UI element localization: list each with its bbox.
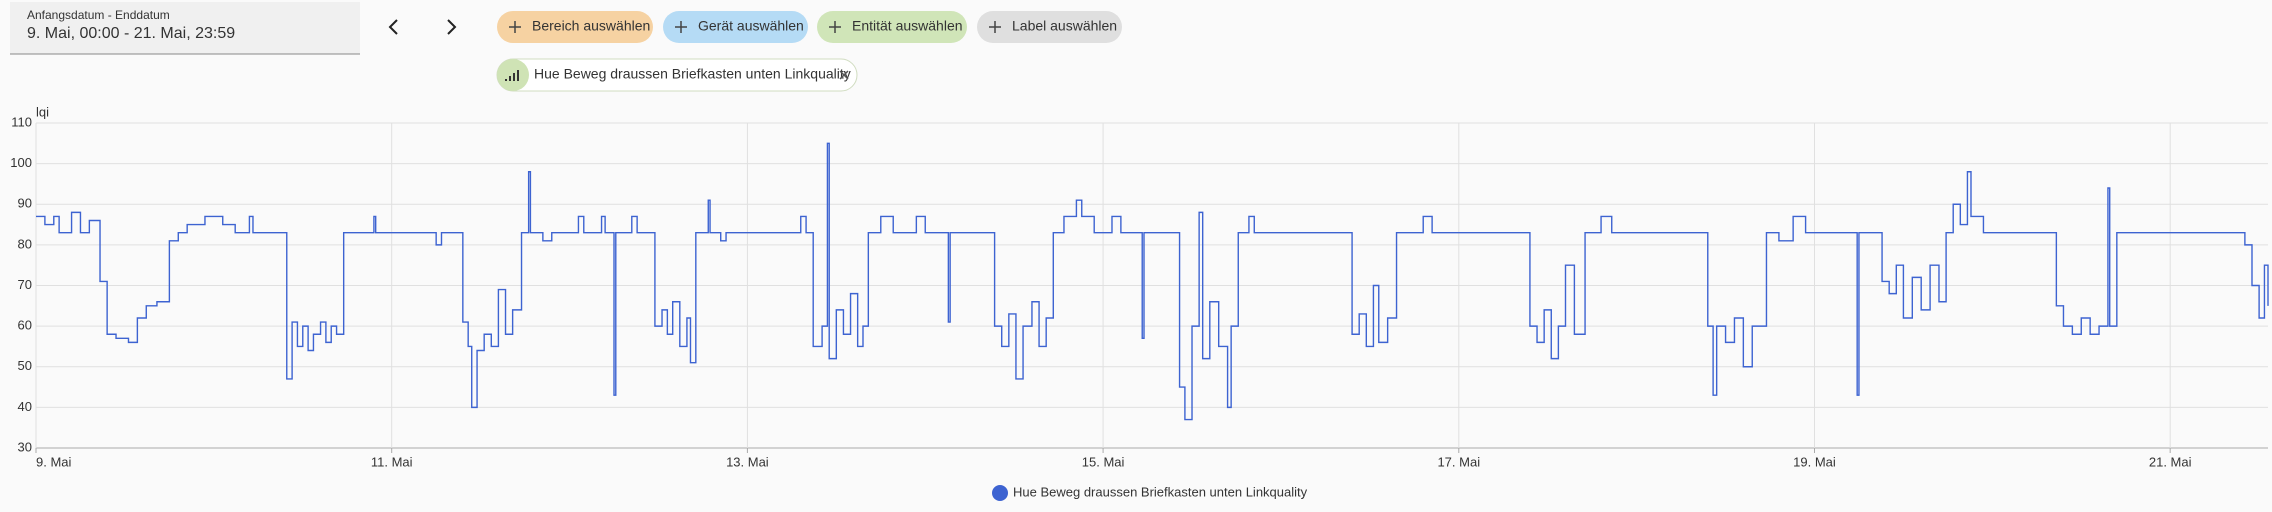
filter-chip-label: Gerät auswählen xyxy=(698,18,804,34)
plus-icon xyxy=(509,21,521,33)
filter-chip[interactable] xyxy=(817,11,967,43)
plus-icon xyxy=(829,21,841,33)
y-tick-label: 40 xyxy=(18,399,32,414)
y-tick-label: 90 xyxy=(18,196,32,211)
y-axis-label: lqi xyxy=(36,104,49,119)
data-line xyxy=(36,142,2269,421)
y-tick-label: 60 xyxy=(18,318,32,333)
y-tick-label: 30 xyxy=(18,439,32,454)
x-tick-label: 17. Mai xyxy=(1437,454,1480,469)
prev-button[interactable] xyxy=(388,19,398,35)
x-tick-label: 11. Mai xyxy=(371,454,413,469)
filter-chip-label: Entität auswählen xyxy=(852,18,963,34)
y-tick-label: 110 xyxy=(11,114,32,129)
x-tick-label: 19. Mai xyxy=(1793,454,1836,469)
date-field[interactable] xyxy=(10,2,360,54)
y-tick-label: 70 xyxy=(18,277,32,292)
signal-icon xyxy=(505,70,519,81)
plus-icon xyxy=(675,21,687,33)
entity-chip-label: Hue Beweg draussen Briefkasten unten Lin… xyxy=(534,66,851,82)
x-tick-label: 21. Mai xyxy=(2149,454,2192,469)
filter-chip-label: Label auswählen xyxy=(1012,18,1117,34)
date-value: 9. Mai, 00:00 - 21. Mai, 23:59 xyxy=(27,25,235,42)
y-tick-label: 80 xyxy=(18,236,32,251)
remove-chip[interactable] xyxy=(839,70,849,80)
next-button[interactable] xyxy=(447,19,457,35)
filter-chip-label: Bereich auswählen xyxy=(532,18,650,34)
x-tick-label: 15. Mai xyxy=(1082,454,1125,469)
filter-chip[interactable] xyxy=(977,11,1122,43)
y-tick-label: 50 xyxy=(18,358,32,373)
x-tick-label: 13. Mai xyxy=(726,454,769,469)
filter-chip[interactable] xyxy=(663,11,808,43)
legend-label: Hue Beweg draussen Briefkasten unten Lin… xyxy=(1013,484,1308,499)
date-label: Anfangsdatum - Enddatum xyxy=(27,8,170,22)
filter-chip[interactable] xyxy=(497,11,653,43)
x-tick-label: 9. Mai xyxy=(36,454,72,469)
legend-swatch[interactable] xyxy=(992,485,1008,501)
plus-icon xyxy=(989,21,1001,33)
y-tick-label: 100 xyxy=(10,155,32,170)
